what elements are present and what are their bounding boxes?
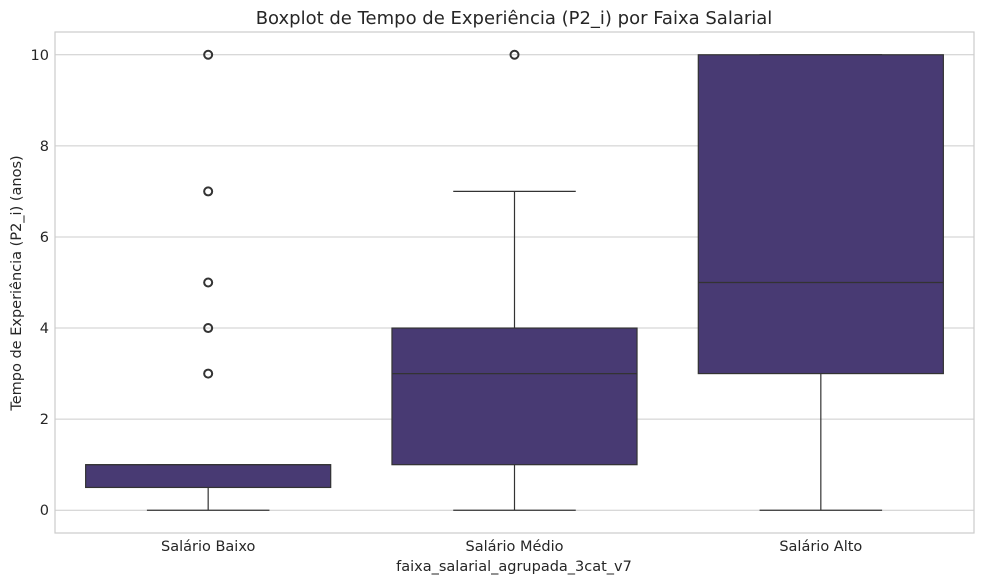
x-tick-label: Salário Alto <box>779 539 862 555</box>
outlier-point <box>203 277 214 288</box>
outlier-point <box>203 186 214 197</box>
plot-frame <box>54 31 975 534</box>
y-tick-label: 8 <box>40 139 49 155</box>
x-axis-label: faixa_salarial_agrupada_3cat_v7 <box>396 559 632 575</box>
y-tick-label: 0 <box>40 503 49 519</box>
x-tick-label: Salário Baixo <box>161 539 255 555</box>
box-group <box>697 54 944 511</box>
chart-title: Boxplot de Tempo de Experiência (P2_i) p… <box>256 8 773 29</box>
box-group <box>85 49 332 511</box>
y-tick-label: 2 <box>40 412 49 428</box>
tick-labels: 0 2 4 6 8 10 Salário Baixo Salário Médio Salário… <box>31 48 863 555</box>
y-tick-label: 4 <box>40 321 49 337</box>
outlier-point <box>203 323 214 334</box>
iqr-box <box>697 54 944 375</box>
iqr-box <box>85 464 332 489</box>
outlier-point <box>203 368 214 379</box>
outlier-point <box>203 49 214 60</box>
outlier-point <box>509 49 520 60</box>
box-layer <box>85 49 944 511</box>
iqr-box <box>391 327 638 466</box>
y-tick-label: 6 <box>40 230 49 246</box>
y-tick-label: 10 <box>31 48 49 64</box>
box-group <box>391 49 638 511</box>
y-axis-label: Tempo de Experiência (P2_i) (anos) <box>9 155 25 411</box>
x-tick-label: Salário Médio <box>465 539 563 555</box>
